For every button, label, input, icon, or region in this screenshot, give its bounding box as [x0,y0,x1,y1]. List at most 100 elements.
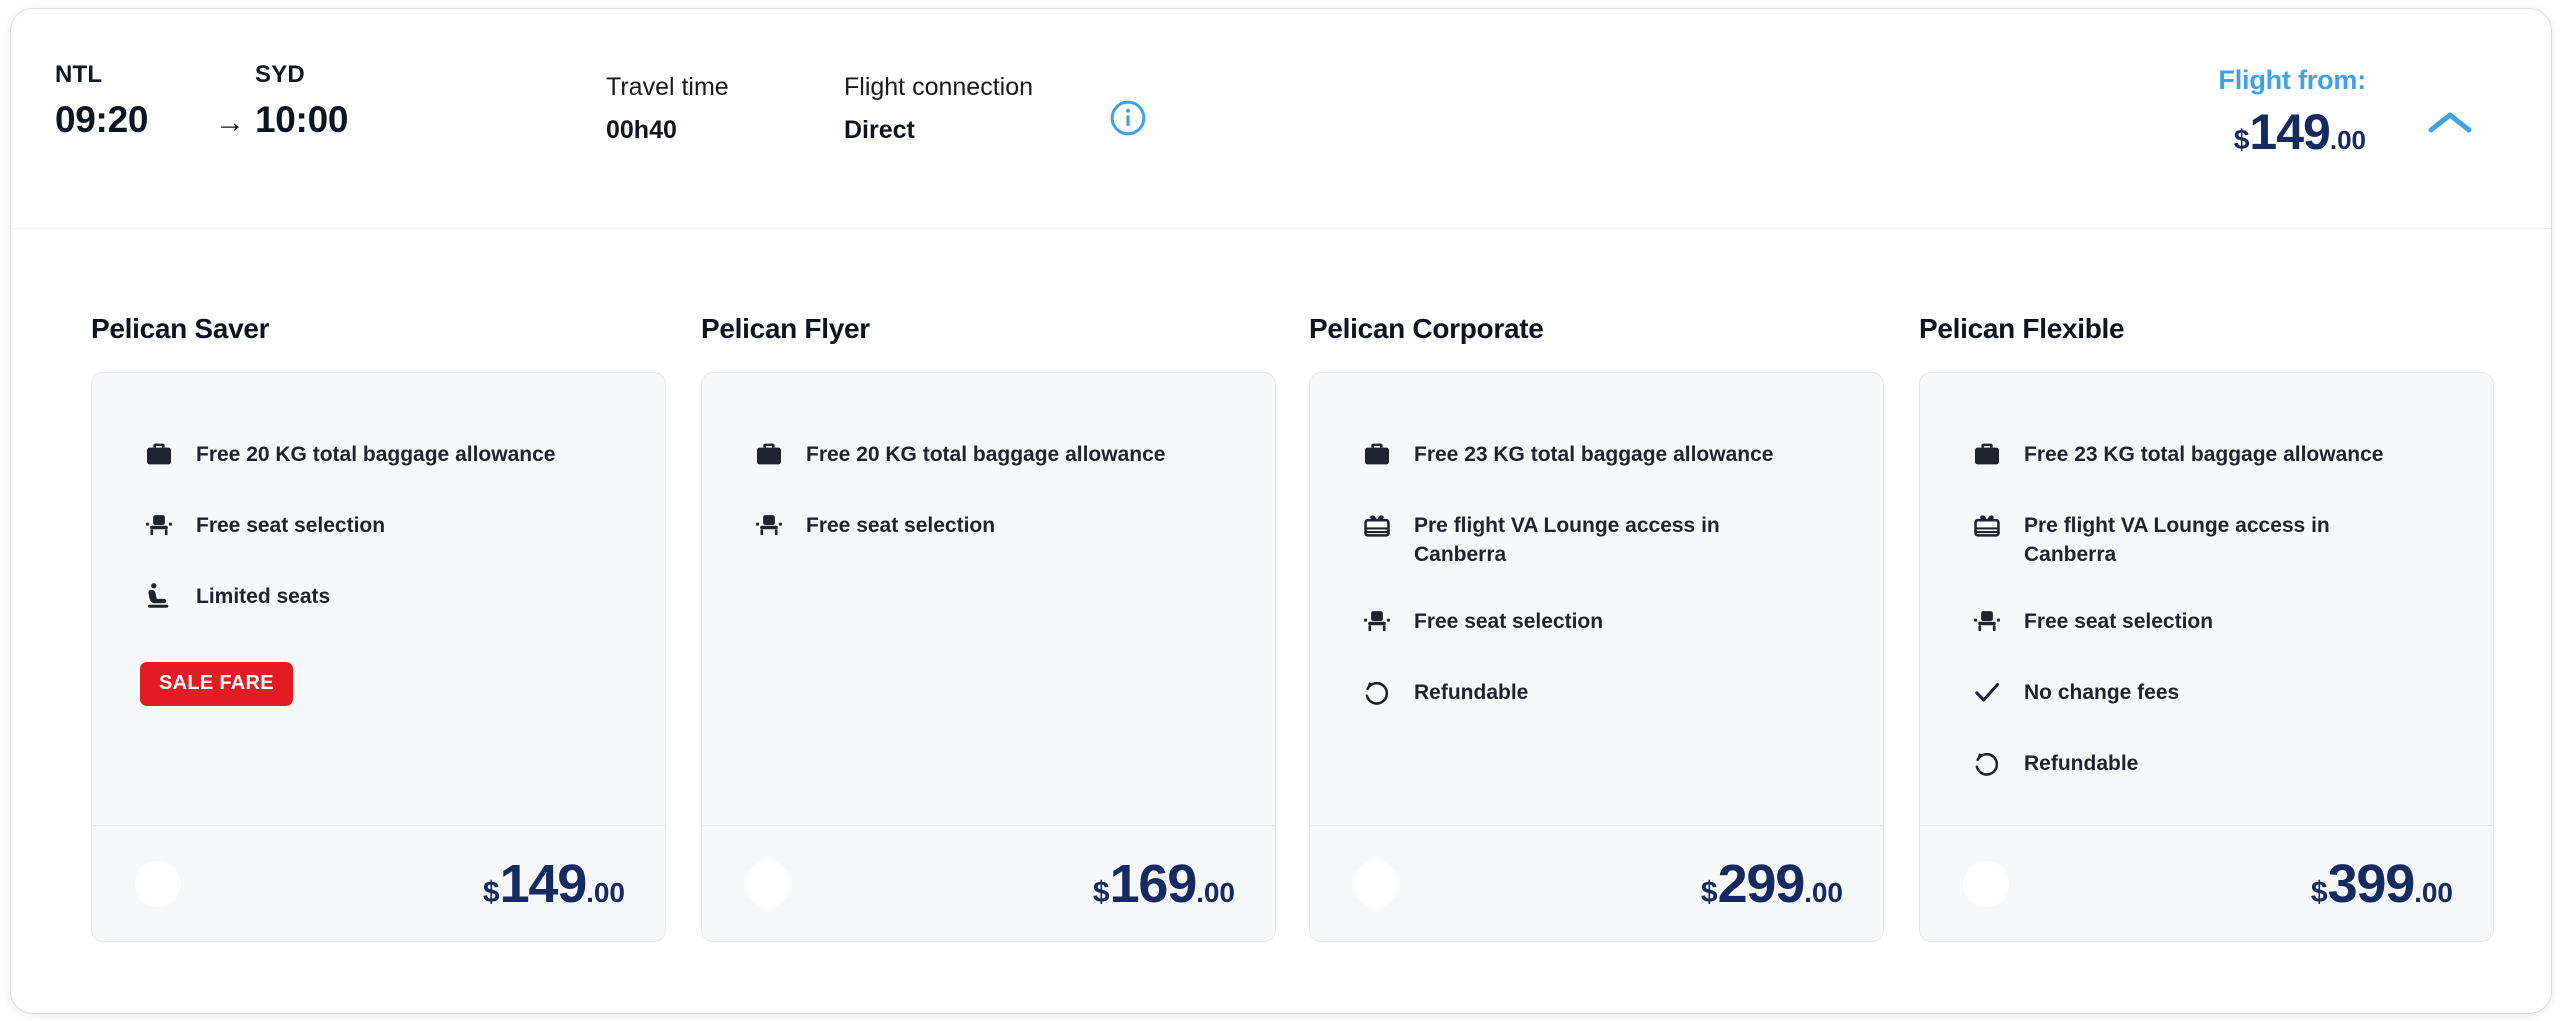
currency-symbol: $ [482,875,500,909]
fare-column: Pelican Flyer Free 20 KG total baggage al… [701,313,1276,942]
lounge-pass-icon [1968,506,2006,544]
fare-card-grid: Pelican Saver Free 20 KG total baggage al… [11,229,2551,1013]
fare-price: $299.00 [1701,853,1843,915]
fare-title: Pelican Saver [91,313,270,344]
fare-footer: $149.00 [92,825,665,941]
refund-icon [1968,744,2006,782]
price-whole: 149 [2249,104,2330,160]
currency-symbol: $ [2310,875,2328,909]
flight-connection-block: Flight connection Direct [844,73,1033,145]
fare-title: Pelican Flexible [1919,313,2125,344]
lounge-pass-icon [1358,506,1396,544]
fare-feature-list: Free 23 KG total baggage allowance Pre fl… [1920,373,2493,825]
flight-summary-header: NTL SYD 09:20 → 10:00 Travel time 00h40 … [11,9,2551,229]
fare-title: Pelican Corporate [1309,313,1544,344]
fare-feature-item: Limited seats [140,577,623,615]
travel-time-value: 00h40 [606,115,677,144]
currency-symbol: $ [1700,875,1718,909]
seat-icon [750,506,788,544]
arrow-icon: → [215,106,245,139]
fare-feature-list: Free 20 KG total baggage allowance Free s… [702,373,1275,825]
flight-times: 09:20 → 10:00 [55,99,348,141]
fare-feature-text: Refundable [2024,752,2139,776]
fare-select-radio[interactable] [1354,861,1398,906]
arrival-time: 10:00 [255,99,349,140]
suitcase-icon [750,435,788,473]
fare-select-radio[interactable] [1964,861,2008,906]
fare-price: $399.00 [2311,853,2453,915]
refund-icon [1358,673,1396,711]
fare-feature-item: Free seat selection [140,506,623,544]
fare-feature-item: Free 20 KG total baggage allowance [750,435,1233,473]
flight-from-amount: $ 149 .00 [2218,103,2366,161]
travel-time-block: Travel time 00h40 [606,73,729,145]
fare-feature-text: Free seat selection [196,514,386,537]
fare-feature-item: Free 20 KG total baggage allowance [140,435,623,473]
fare-feature-text: Free 20 KG total baggage allowance [806,443,1166,466]
travel-time-label: Travel time [606,73,729,101]
fare-card[interactable]: Free 23 KG total baggage allowance Pre fl… [1919,372,2494,942]
fare-feature-item: Refundable [1358,673,1841,711]
fare-feature-text: Free seat selection [1414,610,1604,634]
fare-feature-text: Limited seats [196,585,331,608]
fare-feature-item: Free seat selection [750,506,1233,544]
price-cents: .00 [586,876,625,908]
fare-feature-item: Free 23 KG total baggage allowance [1358,435,1841,473]
price-whole: 299 [1717,853,1806,914]
fare-column: Pelican Saver Free 20 KG total baggage al… [91,313,666,942]
fare-feature-item: No change fees [1968,673,2451,711]
fare-column: Pelican Corporate Free 23 KG total baggag… [1309,313,1884,942]
fare-feature-text: Pre flight VA Lounge access in Canberra [2024,514,2330,566]
price-cents: .00 [2329,125,2366,155]
price-cents: .00 [1804,876,1843,908]
info-circle-icon[interactable] [1109,99,1147,137]
fare-select-radio[interactable] [746,861,790,906]
fare-feature-text: Free 23 KG total baggage allowance [2024,443,2384,466]
fare-feature-list: Free 20 KG total baggage allowance Free s… [92,373,665,825]
fare-footer: $399.00 [1920,825,2493,941]
fare-feature-item: Free seat selection [1358,602,1841,640]
flight-from-label: Flight from: [2218,65,2366,95]
suitcase-icon [140,435,178,473]
fare-price: $149.00 [483,853,625,915]
check-icon [1968,673,2006,711]
sale-fare-badge[interactable]: SALE FARE [140,662,293,706]
fare-price: $169.00 [1093,853,1235,915]
reclined-seat-icon [140,577,178,615]
fare-footer: $299.00 [1310,825,1883,941]
fare-card[interactable]: Free 23 KG total baggage allowance Pre fl… [1309,372,1884,942]
fare-feature-list: Free 23 KG total baggage allowance Pre fl… [1310,373,1883,825]
airport-codes: NTL SYD [55,61,348,89]
suitcase-icon [1968,435,2006,473]
fare-feature-item: Refundable [1968,744,2451,782]
price-whole: 149 [499,853,588,914]
fare-footer: $169.00 [702,825,1275,941]
seat-icon [1358,602,1396,640]
origin-code: NTL [55,61,103,88]
price-whole: 399 [2327,853,2416,914]
fare-feature-item: Free 23 KG total baggage allowance [1968,435,2451,473]
fare-feature-item: Free seat selection [1968,602,2451,640]
fare-card[interactable]: Free 20 KG total baggage allowance Free s… [701,372,1276,942]
fare-feature-text: Pre flight VA Lounge access in Canberra [1414,514,1720,566]
currency-symbol: $ [1092,875,1110,909]
departure-time: 09:20 [55,99,149,140]
suitcase-icon [1358,435,1396,473]
fare-feature-item: Pre flight VA Lounge access in Canberra [1968,506,2451,569]
fare-feature-text: Refundable [1414,681,1529,705]
currency-symbol: $ [2233,124,2250,155]
price-cents: .00 [1196,876,1235,908]
chevron-up-icon[interactable] [2424,105,2476,141]
fare-title: Pelican Flyer [701,313,870,344]
fare-feature-text: Free seat selection [2024,610,2214,634]
seat-icon [140,506,178,544]
fare-card[interactable]: Free 20 KG total baggage allowance Free s… [91,372,666,942]
price-whole: 169 [1109,853,1198,914]
fare-feature-text: Free 20 KG total baggage allowance [196,443,556,466]
route-block: NTL SYD 09:20 → 10:00 [55,61,348,141]
fare-feature-text: Free seat selection [806,514,996,537]
fare-select-radio[interactable] [136,861,180,906]
fare-feature-text: Free 23 KG total baggage allowance [1414,443,1774,466]
fare-feature-item: Pre flight VA Lounge access in Canberra [1358,506,1841,569]
